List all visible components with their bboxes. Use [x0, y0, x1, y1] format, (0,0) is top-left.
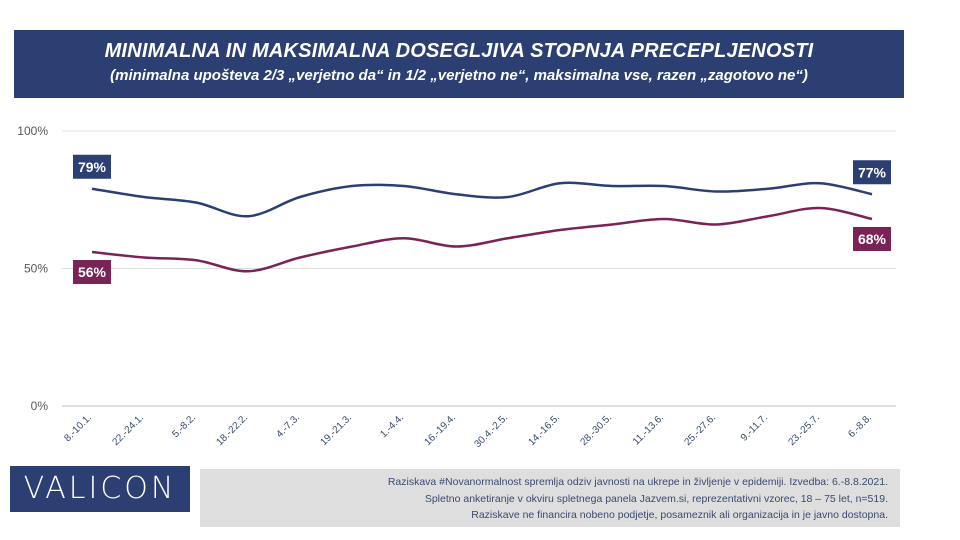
x-tick-label: 6.-8.8.: [846, 412, 874, 440]
data-label-box-max: [853, 160, 891, 185]
x-tick-label: 9.-11.7.: [739, 412, 770, 443]
x-tick-label: 23.-25.7.: [786, 412, 822, 448]
data-label-min: 56%: [78, 264, 107, 280]
data-label-min: 68%: [858, 231, 887, 247]
x-tick-label: 11.-13.6.: [631, 412, 666, 447]
line-chart: 0% 50% 100% 8.-10.1. 22.-24.1. 5.-8.2. 18.-22.…: [17, 124, 896, 450]
chart-header: MINIMALNA IN MAKSIMALNA DOSEGLJIVA STOPN…: [14, 30, 904, 98]
y-tick-label: 100%: [17, 124, 48, 138]
x-tick-label: 1.-4.4.: [378, 412, 406, 440]
footnote-box: Raziskava #Novanormalnost spremlja odziv…: [200, 469, 900, 527]
x-tick-label: 14.-16.5.: [526, 412, 562, 448]
series-line-max: [91, 181, 873, 218]
data-label-box-min: [853, 227, 891, 251]
data-label-box-max: [73, 154, 111, 179]
chart-subtitle: (minimalna upošteva 2/3 „verjetno da“ in…: [110, 67, 808, 84]
footnote-line-1: Raziskava #Novanormalnost spremlja odziv…: [387, 476, 888, 488]
footnote-line-2: Spletno anketiranje v okviru spletnega p…: [424, 492, 888, 505]
footnote-line-3: Raziskave ne financira nobeno podjetje, …: [471, 509, 888, 521]
x-tick-label: 22.-24.1.: [110, 412, 146, 448]
chart-title: MINIMALNA IN MAKSIMALNA DOSEGLJIVA STOPN…: [104, 40, 814, 62]
x-tick-label: 25.-27.6.: [682, 412, 718, 448]
series-line-min: [91, 206, 873, 273]
x-tick-label: 8.-10.1.: [62, 412, 94, 444]
data-label-max: 77%: [858, 164, 887, 180]
x-tick-label: 28.-30.5.: [578, 412, 614, 448]
x-tick-label: 19.-21.3.: [318, 412, 354, 448]
x-tick-label: 18.-22.2.: [214, 412, 250, 448]
y-tick-label: 50%: [24, 262, 48, 276]
y-tick-label: 0%: [31, 399, 49, 413]
x-tick-label: 16.-19.4.: [422, 412, 458, 448]
data-label-max: 79%: [78, 159, 107, 175]
x-tick-label: 5.-8.2.: [170, 412, 198, 440]
data-label-box-min: [73, 260, 111, 284]
x-tick-label: 30.4.-2.5.: [472, 412, 510, 450]
valicon-logo: VALICON: [10, 466, 190, 512]
x-tick-label: 4.-7.3.: [274, 412, 302, 440]
